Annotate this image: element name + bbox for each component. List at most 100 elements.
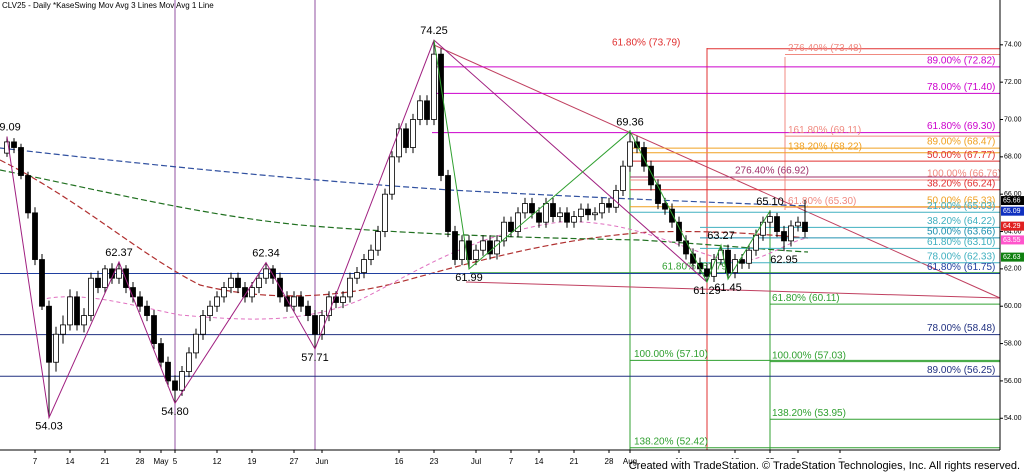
candle-body: [361, 259, 367, 274]
candle-body: [151, 315, 157, 344]
chart-header: CLV25 - Daily *KaseSwing Mov Avg 3 Lines…: [2, 1, 214, 10]
candle-body: [564, 212, 570, 223]
candle-body: [592, 212, 598, 216]
y-tick-label: 54.00: [1004, 415, 1022, 422]
candle-body: [340, 296, 346, 303]
candle-body: [18, 147, 24, 176]
level-label: 78.00% (58.48): [927, 323, 995, 334]
level-label: 89.00% (68.47): [927, 137, 995, 148]
x-tick-label: 21: [570, 457, 579, 466]
candle-body: [46, 305, 52, 363]
pivot-label: 69.36: [616, 116, 644, 128]
candle-body: [312, 315, 318, 335]
candle-body: [459, 240, 465, 260]
candle-body: [550, 203, 556, 217]
candle-body: [536, 212, 542, 223]
pivot-label: 65.10: [756, 196, 784, 208]
y-tick-label: 62.00: [1004, 266, 1022, 273]
candle-body: [669, 208, 675, 223]
level-label: 21.00% (65.03): [927, 201, 995, 212]
y-tick-label: 58.00: [1004, 340, 1022, 347]
candle-body: [767, 216, 773, 223]
candle-body: [746, 249, 752, 264]
x-tick-label: Jul: [471, 457, 481, 466]
price-tag: [1001, 196, 1024, 206]
candle-body: [599, 203, 605, 214]
level-label: 276.40% (73.48): [788, 43, 862, 54]
x-tick-label: 21: [101, 457, 110, 466]
pivot-label: 62.34: [252, 247, 280, 259]
candle-body: [39, 259, 45, 307]
price-tag: [1001, 206, 1024, 216]
candle-body: [683, 240, 689, 255]
level-label: 61.80% (60.11): [772, 293, 840, 304]
candle-body: [270, 268, 276, 279]
y-tick-label: 68.00: [1004, 154, 1022, 161]
pivot-label: 61.45: [714, 282, 742, 294]
candle-body: [298, 296, 304, 307]
level-label: 138.20% (52.42): [634, 436, 708, 447]
level-label: 50.00% (67.77): [927, 150, 995, 161]
level-label: 38.20% (66.24): [927, 178, 995, 189]
candle-body: [256, 277, 262, 288]
level-label: 100.00% (66.76): [927, 169, 1001, 180]
candle-body: [403, 128, 409, 148]
candle-body: [235, 277, 241, 288]
level-label: 276.40% (66.92): [735, 166, 809, 177]
candle-body: [193, 333, 199, 354]
level-label: 61.80% (63.10): [927, 237, 995, 248]
x-tick-label: Jun: [316, 457, 329, 466]
pivot-label: 61.29: [693, 285, 721, 297]
candle-body: [515, 212, 521, 232]
candle-body: [760, 221, 766, 236]
candle-body: [144, 305, 150, 316]
level-label: 50.00% (63.66): [927, 227, 995, 238]
level-label: 100.00% (57.10): [634, 349, 708, 360]
price-tag-label: 64.29: [1003, 223, 1021, 230]
moving-average: [0, 169, 809, 253]
pivot-label: 54.03: [35, 421, 63, 433]
candle-body: [207, 305, 213, 316]
x-tick-label: 7: [33, 457, 38, 466]
candle-body: [788, 225, 794, 242]
level-label: 61.80% (61.79): [662, 261, 730, 272]
pivot-label: 74.25: [420, 25, 448, 37]
candle-body: [613, 190, 619, 208]
x-tick-label: May: [153, 457, 168, 466]
candle-body: [480, 240, 486, 251]
candle-body: [200, 315, 206, 335]
candle-body: [53, 333, 59, 363]
x-tick-label: 14: [535, 457, 544, 466]
candle-body: [711, 259, 717, 277]
pivot-label: 62.95: [770, 254, 798, 266]
candle-body: [74, 296, 80, 326]
level-label: 38.20% (64.22): [927, 216, 995, 227]
level-label: 61.80% (61.75): [927, 262, 995, 273]
pivot-label: 54.80: [161, 406, 189, 418]
candle-body: [81, 315, 87, 326]
trend-line: [433, 44, 1001, 299]
candle-body: [221, 287, 227, 298]
level-label: 161.80% (69.11): [788, 125, 861, 136]
candle-body: [11, 141, 17, 148]
candle-body: [753, 234, 759, 251]
candle-body: [158, 343, 164, 363]
candle-body: [438, 53, 444, 176]
candle-body: [67, 296, 73, 326]
candle-body: [102, 268, 108, 288]
candle-body: [802, 221, 808, 232]
candle-body: [543, 203, 549, 223]
pivot-label: 69.09: [0, 121, 21, 133]
candle-body: [249, 287, 255, 298]
pivot-label: 63.27: [707, 230, 735, 242]
candle-body: [529, 203, 535, 214]
y-tick-label: 56.00: [1004, 378, 1022, 385]
candle-body: [795, 221, 801, 227]
candle-body: [25, 175, 31, 214]
y-tick-label: 70.00: [1004, 116, 1022, 123]
candle-body: [389, 156, 395, 195]
x-tick-label: 28: [136, 457, 145, 466]
pivots: 69.09 54.03 62.37 54.80 62.34 57.71 74.25 61.99…: [0, 25, 798, 433]
